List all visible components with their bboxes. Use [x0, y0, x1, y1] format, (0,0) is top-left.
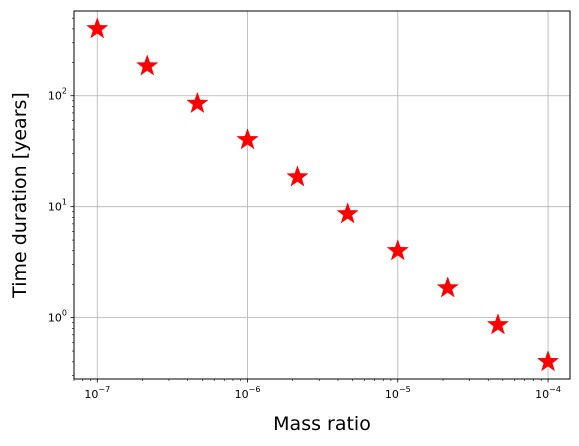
data-point-star [186, 91, 209, 114]
data-point-star [286, 165, 309, 187]
plot-area-frame [73, 10, 571, 380]
x-tick-label: 10−4 [535, 385, 561, 401]
data-point-star [136, 54, 159, 76]
y-axis-title: Time duration [years] [9, 92, 31, 299]
grid [74, 11, 570, 379]
y-tick-label: 102 [48, 87, 67, 103]
axis-ticks: 10−7 10−6 10−5 10−4 100 101 102 [48, 17, 561, 401]
data-point-star [86, 17, 109, 39]
data-point-star [536, 350, 560, 372]
data-points [86, 17, 560, 372]
data-point-star [336, 202, 359, 224]
y-tick-label: 101 [48, 198, 67, 214]
x-tick-label: 10−7 [84, 385, 110, 401]
x-tick-label: 10−6 [235, 385, 261, 401]
data-point-star [236, 128, 259, 150]
data-point-star [486, 313, 510, 335]
y-tick-label: 100 [48, 309, 67, 325]
x-axis-title: Mass ratio [273, 413, 371, 435]
data-point-star [386, 239, 409, 261]
data-point-star [436, 276, 459, 298]
x-tick-label: 10−5 [385, 385, 411, 401]
